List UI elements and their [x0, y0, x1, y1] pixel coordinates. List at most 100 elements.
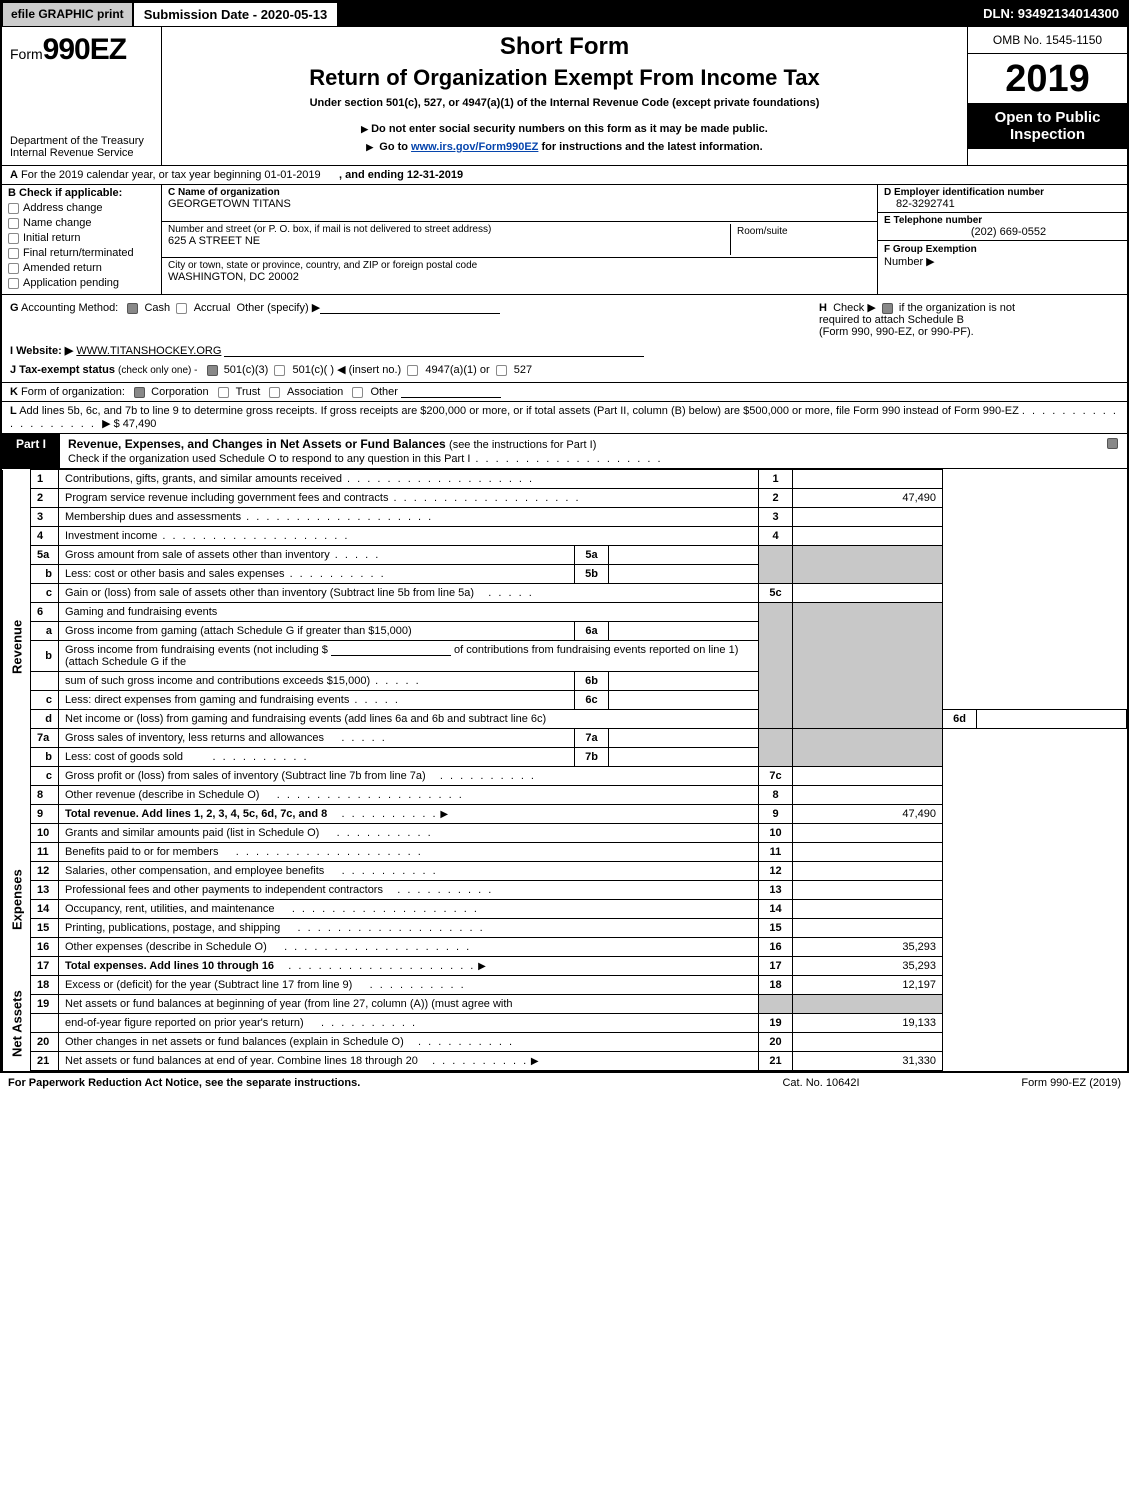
opt-accrual: Accrual	[194, 302, 231, 314]
line-7b: b Less: cost of goods sold 7b	[3, 748, 1127, 767]
l11-rval	[793, 843, 943, 862]
phone-value: (202) 669-0552	[884, 226, 1121, 238]
l6b-amount-line[interactable]	[331, 644, 451, 656]
l12-rnum: 12	[759, 862, 793, 881]
l5c-desc: Gain or (loss) from sale of assets other…	[65, 587, 474, 599]
l9-rnum: 9	[759, 805, 793, 824]
col-c: C Name of organization GEORGETOWN TITANS…	[162, 185, 877, 294]
h-text4: (Form 990, 990-EZ, or 990-PF).	[819, 326, 974, 338]
row-l: L Add lines 5b, 6c, and 7b to line 9 to …	[2, 402, 1127, 434]
line-6d: d Net income or (loss) from gaming and f…	[3, 710, 1127, 729]
col-b-label: B	[8, 187, 16, 199]
line-17: 17 Total expenses. Add lines 10 through …	[3, 957, 1127, 976]
l8-num: 8	[31, 786, 59, 805]
l5a-innum: 5a	[575, 546, 609, 565]
part1-check-line: Check if the organization used Schedule …	[68, 453, 663, 465]
l8-rval	[793, 786, 943, 805]
chk-501c3-icon[interactable]	[207, 365, 218, 376]
col-b-head: Check if applicable:	[19, 187, 122, 199]
side-netassets: Net Assets	[3, 976, 31, 1071]
chk-trust-icon[interactable]	[218, 387, 229, 398]
l7b-desc: Less: cost of goods sold	[65, 751, 183, 763]
radio-cash-icon[interactable]	[127, 303, 138, 314]
submission-date-box: Submission Date - 2020-05-13	[133, 2, 339, 27]
l15-num: 15	[31, 919, 59, 938]
side-revenue: Revenue	[3, 470, 31, 824]
chk-other-org-icon[interactable]	[352, 387, 363, 398]
l7a-desc: Gross sales of inventory, less returns a…	[65, 732, 324, 744]
l6a-num: a	[31, 622, 59, 641]
h-text3: required to attach Schedule B	[819, 314, 964, 326]
l5ab-grey-rnum	[759, 546, 793, 584]
website-value[interactable]: WWW.TITANSHOCKEY.ORG	[76, 345, 221, 357]
row-k: K Form of organization: Corporation Trus…	[2, 383, 1127, 402]
l7c-rnum: 7c	[759, 767, 793, 786]
l5c-rval	[793, 584, 943, 603]
chk-final-return[interactable]: Final return/terminated	[8, 247, 155, 259]
l5c-num: c	[31, 584, 59, 603]
side-expenses: Expenses	[3, 824, 31, 976]
row-j: J Tax-exempt status (check only one) - 5…	[10, 363, 1119, 376]
part1-header: Part I Revenue, Expenses, and Changes in…	[2, 434, 1127, 469]
city-cell: City or town, state or province, country…	[162, 258, 877, 294]
l5a-num: 5a	[31, 546, 59, 565]
l7a-innum: 7a	[575, 729, 609, 748]
l1-rnum: 1	[759, 470, 793, 489]
line-11: 11 Benefits paid to or for members 11	[3, 843, 1127, 862]
l19-rnum: 19	[759, 1014, 793, 1033]
l15-rnum: 15	[759, 919, 793, 938]
form-990ez-page: efile GRAPHIC print Submission Date - 20…	[0, 0, 1129, 1073]
checkbox-icon	[8, 233, 19, 244]
footer-catno: Cat. No. 10642I	[721, 1077, 921, 1089]
l6b-innum: 6b	[575, 672, 609, 691]
row-i: I Website: ▶ WWW.TITANSHOCKEY.ORG	[10, 344, 1119, 357]
l19-num: 19	[31, 995, 59, 1014]
chk-association-icon[interactable]	[269, 387, 280, 398]
l8-rnum: 8	[759, 786, 793, 805]
checkbox-icon	[8, 263, 19, 274]
topbar-spacer	[338, 2, 975, 27]
chk-name-change[interactable]: Name change	[8, 217, 155, 229]
department-block: Department of the Treasury Internal Reve…	[10, 135, 153, 159]
l6d-desc: Net income or (loss) from gaming and fun…	[65, 713, 546, 725]
l1-rval	[793, 470, 943, 489]
l13-desc: Professional fees and other payments to …	[65, 884, 383, 896]
radio-accrual-icon[interactable]	[176, 303, 187, 314]
chk-527-icon[interactable]	[496, 365, 507, 376]
l3-desc: Membership dues and assessments	[65, 511, 241, 523]
l11-rnum: 11	[759, 843, 793, 862]
l-text: Add lines 5b, 6c, and 7b to line 9 to de…	[19, 405, 1019, 417]
org-name-value: GEORGETOWN TITANS	[168, 198, 871, 210]
l17-desc: Total expenses. Add lines 10 through 16	[65, 960, 274, 972]
l19-blank	[31, 1014, 59, 1033]
k-label: K	[10, 386, 18, 398]
opt-527: 527	[514, 364, 532, 376]
opt-corporation: Corporation	[151, 386, 208, 398]
chk-application-pending[interactable]: Application pending	[8, 277, 155, 289]
h-checkbox-icon[interactable]	[882, 303, 893, 314]
chk-4947-icon[interactable]	[407, 365, 418, 376]
efile-print-button[interactable]: efile GRAPHIC print	[2, 2, 133, 27]
l6-grey-rval	[793, 603, 943, 729]
line-6a: a Gross income from gaming (attach Sched…	[3, 622, 1127, 641]
irs-link[interactable]: www.irs.gov/Form990EZ	[411, 141, 538, 153]
header-left: Form990EZ Department of the Treasury Int…	[2, 27, 162, 165]
street-value: 625 A STREET NE	[168, 235, 730, 247]
chk-501c-icon[interactable]	[274, 365, 285, 376]
other-specify-line[interactable]	[320, 302, 500, 314]
chk-address-change[interactable]: Address change	[8, 202, 155, 214]
opt-501c3: 501(c)(3)	[224, 364, 269, 376]
l9-desc: Total revenue. Add lines 1, 2, 3, 4, 5c,…	[65, 808, 327, 820]
part1-schedule-o-check[interactable]	[1097, 434, 1127, 468]
l6b-num: b	[31, 641, 59, 672]
opt-other: Other (specify) ▶	[237, 302, 321, 314]
chk-corporation-icon[interactable]	[134, 387, 145, 398]
col-def: D Employer identification number 82-3292…	[877, 185, 1127, 294]
h-label: H	[819, 302, 827, 314]
ein-value: 82-3292741	[884, 198, 1121, 210]
opt-trust: Trust	[236, 386, 261, 398]
chk-initial-return[interactable]: Initial return	[8, 232, 155, 244]
goto-post: for instructions and the latest informat…	[538, 141, 762, 153]
form-num-big: 990EZ	[43, 33, 126, 66]
chk-amended-return[interactable]: Amended return	[8, 262, 155, 274]
